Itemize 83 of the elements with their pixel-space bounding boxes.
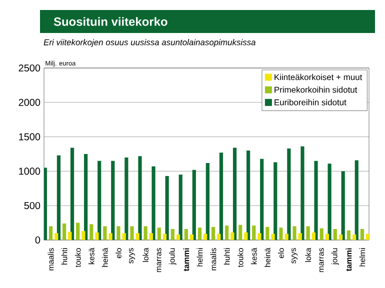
bar [246,150,250,240]
y-tick-label: 0 [35,236,40,244]
bar [219,152,224,240]
bar [271,234,275,240]
bar [44,168,47,240]
y-tick-label: 1000 [19,168,40,175]
bar [320,228,324,240]
bar [266,226,270,240]
bar [338,234,343,240]
bar [144,226,148,240]
bar [230,232,234,240]
bar [122,233,126,240]
bar [192,170,196,240]
bar [244,232,248,240]
bar [238,224,242,240]
bar [130,226,134,240]
bar [366,234,370,240]
bar [325,234,329,240]
bar [48,226,53,240]
y-tick-label: 500 [24,202,40,210]
bar [138,156,142,240]
bar [352,234,356,240]
bar [162,234,166,240]
bar [136,233,140,240]
bar [287,148,291,240]
bar [298,233,302,240]
bar [206,162,210,240]
bar [274,162,278,240]
bar [292,226,296,240]
bar [217,234,221,240]
bar [82,231,86,240]
bar [170,228,174,240]
bar [354,160,358,240]
bar [90,224,94,240]
bar [328,164,332,240]
bar [314,160,318,240]
bar [312,232,316,240]
bar [68,232,72,240]
bar [333,228,337,240]
bar [152,166,156,240]
bar [190,234,194,240]
bar [56,155,61,240]
bar [165,176,169,240]
bar [346,230,350,240]
bar [116,226,120,240]
bar [252,226,256,240]
bar [62,223,66,240]
bar [260,158,264,240]
y-tick-label: 2000 [18,98,40,106]
bar [232,148,237,240]
legend-label: Euriboreihin sidotut [274,99,346,106]
bar [204,234,208,240]
bar [300,146,304,240]
bar [306,226,310,240]
legend-label: Kiinteäkorkoiset + muut [274,74,362,80]
bar [341,171,345,240]
bar [124,157,128,240]
y-tick-label: 2500 [18,64,40,72]
bar [108,233,112,240]
bar [225,226,229,240]
bar [84,154,88,240]
bar [111,160,115,240]
bar [284,234,288,240]
bar [279,228,283,240]
chart-title: Suosituin viitekorko [54,17,168,26]
bar [103,226,107,240]
bar [157,228,161,240]
bar [360,228,364,240]
bar [76,222,80,240]
bar [198,228,202,240]
bar [70,148,74,240]
bar [54,233,58,240]
bar [98,160,102,240]
chart-subtitle: Eri viitekorkojen osuus uusissa asuntolainasopimuksissa [44,39,256,47]
bar [184,228,188,240]
bar [258,233,262,240]
bar [178,174,182,240]
bar [176,234,180,240]
bar [95,232,99,240]
y-tick-label: 1500 [19,133,40,140]
bar [149,233,153,240]
bar [211,226,216,240]
legend-label: Primekorkoihin sidotut [274,86,358,93]
